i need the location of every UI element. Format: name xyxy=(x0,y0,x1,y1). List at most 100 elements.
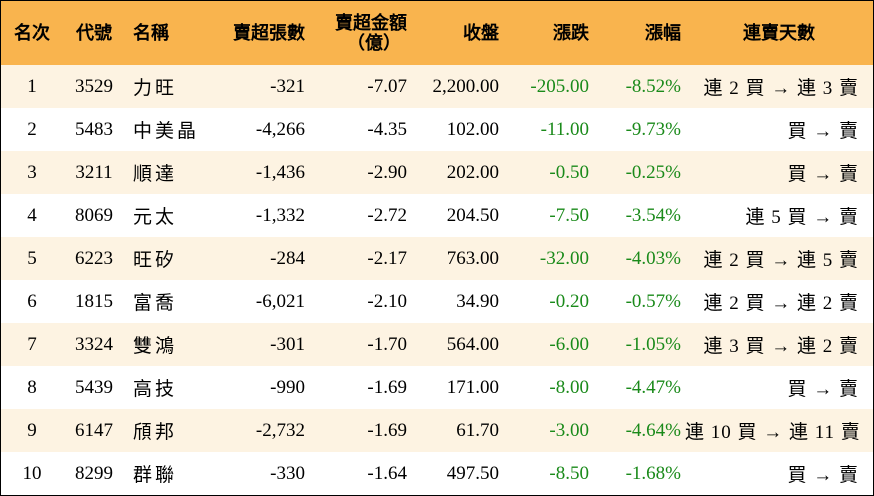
cell-net-sell-amount: -1.64 xyxy=(367,462,407,484)
cell-name: 力旺 xyxy=(133,78,178,99)
cell-rank: 8 xyxy=(27,376,37,398)
cell-change: -8.00 xyxy=(549,376,589,398)
cell-close: 202.00 xyxy=(446,161,499,183)
cell-code: 6147 xyxy=(75,419,113,441)
header-rank: 名次 xyxy=(14,23,50,43)
cell-change-pct: -4.47% xyxy=(625,376,681,398)
cell-rank: 5 xyxy=(27,247,37,269)
cell-change-pct: -0.57% xyxy=(625,290,681,312)
cell-change: -32.00 xyxy=(539,247,589,269)
cell-change-pct: -3.54% xyxy=(625,204,681,226)
cell-close: 204.50 xyxy=(446,204,499,226)
table-row: 10 8299 群聯 -330 -1.64 497.50 -8.50 -1.68% 買 → 賣 xyxy=(1,452,873,495)
cell-close: 2,200.00 xyxy=(432,75,500,97)
cell-close: 61.70 xyxy=(456,419,499,441)
cell-change: -8.50 xyxy=(549,462,589,484)
table-row: 7 3324 雙鴻 -301 -1.70 564.00 -6.00 -1.05% 連 3 買 →… xyxy=(1,323,873,366)
cell-net-sell-lots: -301 xyxy=(270,333,305,355)
cell-rank: 9 xyxy=(27,419,37,441)
cell-net-sell-amount: -1.69 xyxy=(367,419,407,441)
cell-code: 3324 xyxy=(75,333,113,355)
cell-change: -7.50 xyxy=(549,204,589,226)
cell-name: 順達 xyxy=(133,164,178,185)
table-row: 8 5439 高技 -990 -1.69 171.00 -8.00 -4.47% 買 → 賣 xyxy=(1,366,873,409)
cell-code: 3211 xyxy=(75,161,113,183)
cell-net-sell-amount: -4.35 xyxy=(367,118,407,140)
cell-code: 8069 xyxy=(75,204,113,226)
cell-net-sell-amount: -2.17 xyxy=(367,247,407,269)
header-name: 名稱 xyxy=(133,23,169,43)
cell-code: 8299 xyxy=(75,462,113,484)
cell-close: 763.00 xyxy=(446,247,499,269)
cell-rank: 2 xyxy=(27,118,37,140)
cell-rank: 1 xyxy=(27,75,37,97)
cell-net-sell-amount: -2.90 xyxy=(367,161,407,183)
cell-change-pct: -0.25% xyxy=(625,161,681,183)
cell-name: 群聯 xyxy=(133,465,178,486)
cell-rank: 4 xyxy=(27,204,37,226)
cell-net-sell-amount: -2.10 xyxy=(367,290,407,312)
cell-net-sell-lots: -330 xyxy=(270,462,305,484)
cell-consecutive-days: 連 5 買 → 賣 xyxy=(745,207,859,228)
cell-close: 34.90 xyxy=(456,290,499,312)
header-change: 漲跌 xyxy=(553,23,589,43)
table-row: 4 8069 元太 -1,332 -2.72 204.50 -7.50 -3.54% 連 5 買… xyxy=(1,194,873,237)
cell-close: 171.00 xyxy=(446,376,499,398)
cell-net-sell-amount: -2.72 xyxy=(367,204,407,226)
cell-change: -11.00 xyxy=(540,118,589,140)
cell-consecutive-days: 連 2 買 → 連 5 賣 xyxy=(703,250,859,271)
cell-name: 頎邦 xyxy=(133,422,178,443)
cell-name: 雙鴻 xyxy=(133,336,178,357)
cell-net-sell-lots: -321 xyxy=(270,75,305,97)
cell-close: 564.00 xyxy=(446,333,499,355)
header-close: 收盤 xyxy=(463,23,499,43)
cell-change-pct: -8.52% xyxy=(625,75,681,97)
cell-name: 旺矽 xyxy=(133,250,178,271)
cell-code: 3529 xyxy=(75,75,113,97)
cell-consecutive-days: 買 → 賣 xyxy=(787,465,859,486)
cell-consecutive-days: 連 3 買 → 連 2 賣 xyxy=(703,336,859,357)
cell-change: -3.00 xyxy=(549,419,589,441)
cell-consecutive-days: 買 → 賣 xyxy=(787,121,859,142)
cell-net-sell-lots: -1,332 xyxy=(255,204,305,226)
cell-change: -6.00 xyxy=(549,333,589,355)
cell-net-sell-amount: -1.70 xyxy=(367,333,407,355)
table-row: 5 6223 旺矽 -284 -2.17 763.00 -32.00 -4.03% 連 2 買 … xyxy=(1,237,873,280)
cell-rank: 6 xyxy=(27,290,37,312)
table-row: 6 1815 富喬 -6,021 -2.10 34.90 -0.20 -0.57% 連 2 買 … xyxy=(1,280,873,323)
cell-consecutive-days: 連 10 買 → 連 11 賣 xyxy=(685,422,861,443)
cell-change-pct: -1.68% xyxy=(625,462,681,484)
cell-net-sell-lots: -1,436 xyxy=(255,161,305,183)
cell-rank: 3 xyxy=(27,161,37,183)
cell-change-pct: -4.64% xyxy=(625,419,681,441)
table-row: 3 3211 順達 -1,436 -2.90 202.00 -0.50 -0.25% 買 → 賣 xyxy=(1,151,873,194)
cell-net-sell-amount: -7.07 xyxy=(367,75,407,97)
table-body: 1 3529 力旺 -321 -7.07 2,200.00 -205.00 -8.52% 連 2… xyxy=(1,65,873,495)
cell-close: 102.00 xyxy=(446,118,499,140)
header-code: 代號 xyxy=(76,23,112,43)
cell-rank: 10 xyxy=(22,462,42,484)
cell-code: 6223 xyxy=(75,247,113,269)
cell-code: 5439 xyxy=(75,376,113,398)
cell-name: 中美晶 xyxy=(133,121,200,142)
cell-close: 497.50 xyxy=(446,462,499,484)
cell-code: 1815 xyxy=(75,290,113,312)
cell-change: -0.20 xyxy=(549,290,589,312)
header-net-sell-amount-line1: 賣超金額 xyxy=(335,13,407,33)
cell-net-sell-lots: -990 xyxy=(270,376,305,398)
cell-rank: 7 xyxy=(27,333,37,355)
cell-name: 富喬 xyxy=(133,293,178,314)
cell-net-sell-lots: -2,732 xyxy=(255,419,305,441)
header-change-pct: 漲幅 xyxy=(645,23,681,43)
cell-net-sell-lots: -6,021 xyxy=(255,290,305,312)
header-net-sell-amount: 賣超金額 （億） xyxy=(309,1,411,65)
header-consecutive-days: 連賣天數 xyxy=(743,23,815,43)
cell-change-pct: -9.73% xyxy=(625,118,681,140)
cell-change-pct: -4.03% xyxy=(625,247,681,269)
cell-consecutive-days: 買 → 賣 xyxy=(787,379,859,400)
table-row: 2 5483 中美晶 -4,266 -4.35 102.00 -11.00 -9.73% 買 →… xyxy=(1,108,873,151)
cell-consecutive-days: 連 2 買 → 連 3 賣 xyxy=(703,78,859,99)
cell-change-pct: -1.05% xyxy=(625,333,681,355)
